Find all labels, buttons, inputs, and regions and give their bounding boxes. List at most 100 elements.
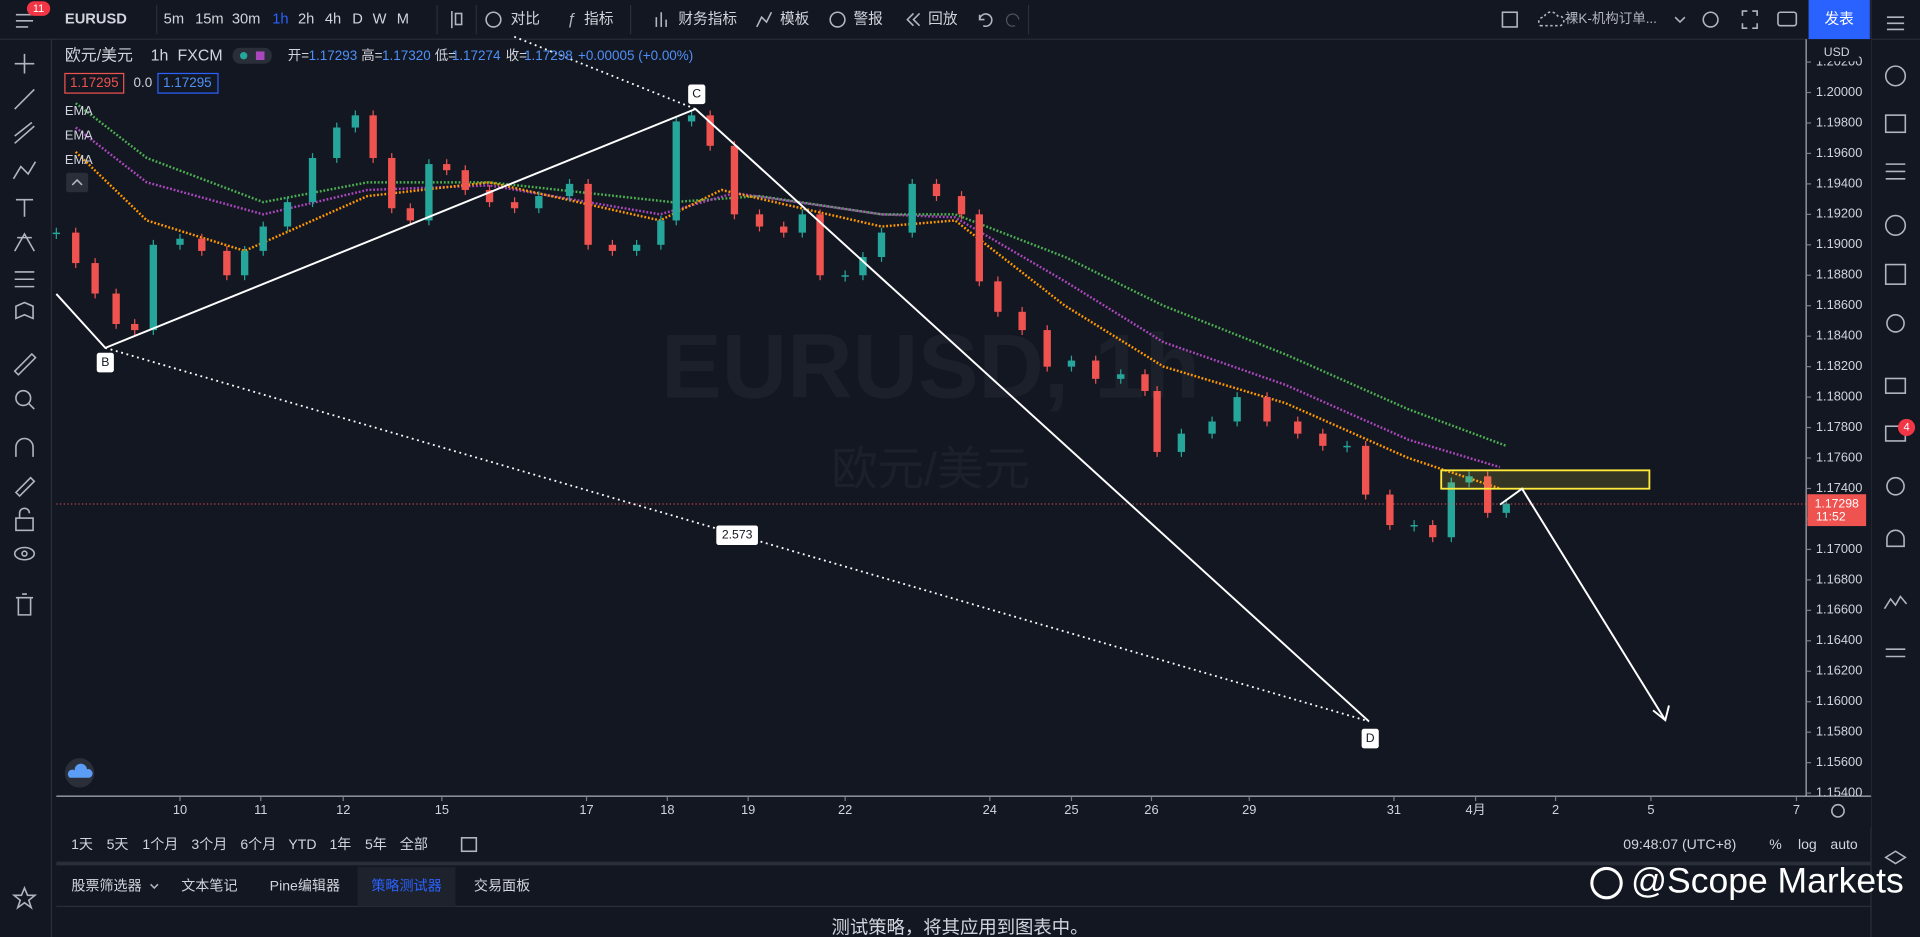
- financial-icon[interactable]: [655, 12, 667, 27]
- candle: [1141, 374, 1149, 392]
- layout-icon[interactable]: [1501, 11, 1518, 28]
- panel-tab[interactable]: Pine编辑器: [270, 877, 340, 893]
- countdown: 11:52: [1816, 510, 1846, 524]
- candle: [369, 115, 377, 158]
- panel-tab[interactable]: 文本笔记: [181, 877, 237, 893]
- template-icon[interactable]: [756, 11, 773, 28]
- scale-option[interactable]: auto: [1830, 836, 1858, 852]
- candle: [1117, 374, 1125, 379]
- interval[interactable]: 4h: [325, 11, 341, 27]
- range-button[interactable]: 1年: [329, 836, 351, 852]
- x-tick-label: 29: [1242, 802, 1256, 817]
- candle: [565, 183, 574, 197]
- scale-option[interactable]: log: [1798, 836, 1817, 852]
- drawing-tools[interactable]: [11, 53, 38, 910]
- currency-box: [1809, 44, 1859, 62]
- caret[interactable]: [1674, 16, 1686, 24]
- toolbar-button[interactable]: 财务指标: [678, 10, 737, 27]
- scale-option[interactable]: %: [1769, 836, 1782, 852]
- candle: [1319, 433, 1327, 446]
- interval[interactable]: M: [397, 11, 409, 27]
- fullscreen-icon[interactable]: [1741, 10, 1758, 29]
- ohlc-key: 高=: [361, 47, 382, 63]
- axis-settings[interactable]: [1831, 803, 1845, 818]
- collapse[interactable]: [66, 172, 89, 193]
- x-tick-label: 10: [173, 802, 187, 817]
- panel-tab[interactable]: 策略测试器: [371, 877, 441, 893]
- candle: [687, 115, 696, 122]
- candle: [1153, 391, 1161, 452]
- toolbar-button[interactable]: 回放: [928, 10, 958, 27]
- layout-name[interactable]: 裸K-机构订单...: [1565, 11, 1657, 26]
- replay-icon[interactable]: [912, 12, 921, 27]
- candle: [1092, 360, 1100, 379]
- toggle[interactable]: [232, 47, 272, 64]
- panel-tab[interactable]: 交易面板: [474, 877, 530, 893]
- alert-icon[interactable]: [829, 11, 846, 28]
- candle: [1361, 445, 1370, 495]
- badge-text: 4: [1903, 421, 1909, 433]
- bid-box[interactable]: [64, 72, 125, 94]
- range-button[interactable]: YTD: [288, 836, 316, 852]
- interval[interactable]: D: [352, 11, 363, 27]
- ema-line: [74, 151, 1501, 490]
- redo-icon[interactable]: [1005, 13, 1020, 27]
- candle: [994, 281, 1002, 312]
- projection-arrow[interactable]: [1499, 487, 1667, 721]
- toolbar-button[interactable]: 对比: [511, 10, 540, 27]
- toolbar-button[interactable]: 警报: [853, 10, 883, 27]
- point-label: B: [101, 355, 109, 369]
- candle: [755, 214, 764, 227]
- watermark: 欧元/美元: [831, 443, 1030, 495]
- range-button[interactable]: 1天: [71, 836, 93, 852]
- range-button[interactable]: 3个月: [191, 836, 227, 852]
- pattern-line[interactable]: [55, 107, 1370, 723]
- toolbar-button[interactable]: 指标: [584, 10, 614, 27]
- point-label-box: [688, 84, 706, 105]
- cloud-icon[interactable]: [1537, 11, 1565, 27]
- ask-box[interactable]: [157, 72, 219, 94]
- range-button[interactable]: 6个月: [240, 836, 276, 852]
- point-label-box: [1361, 728, 1379, 749]
- settings-icon[interactable]: [1702, 11, 1719, 28]
- candle: [1018, 311, 1026, 331]
- interval[interactable]: W: [373, 11, 387, 27]
- y-tick-label: 1.16200: [1816, 663, 1862, 678]
- interval[interactable]: 30m: [232, 11, 261, 27]
- camera-icon[interactable]: [1777, 11, 1798, 27]
- candle: [91, 263, 99, 294]
- replay-icon[interactable]: [906, 12, 915, 27]
- range-button[interactable]: 5年: [365, 836, 387, 852]
- toolbar-button[interactable]: 模板: [780, 9, 810, 27]
- y-tick-label: 1.17000: [1816, 541, 1862, 556]
- arrow-head[interactable]: [1652, 705, 1670, 722]
- goto-icon[interactable]: [460, 836, 478, 853]
- point-label: C: [692, 87, 701, 101]
- sidebar-icons[interactable]: [1883, 16, 1908, 865]
- indicator-label: EMA: [65, 103, 93, 118]
- interval[interactable]: 1h: [272, 11, 288, 27]
- y-tick-label: 1.17400: [1816, 480, 1862, 495]
- compare-icon[interactable]: [485, 11, 502, 28]
- pattern-dotted[interactable]: [105, 346, 1370, 723]
- symbol[interactable]: EURUSD: [65, 11, 127, 27]
- candle: [841, 275, 849, 277]
- candle: [1263, 397, 1271, 422]
- bar-type-icon[interactable]: [451, 11, 463, 29]
- interval[interactable]: 15m: [195, 11, 224, 27]
- price-tag-label: 1.17298: [1815, 496, 1859, 510]
- publish-button[interactable]: [1808, 0, 1870, 40]
- range-button[interactable]: 1个月: [142, 836, 178, 852]
- undo-icon[interactable]: [978, 13, 993, 28]
- panel-tab[interactable]: 股票筛选器: [71, 877, 141, 893]
- interval[interactable]: 2h: [298, 11, 314, 27]
- range-button[interactable]: 5天: [107, 836, 129, 852]
- zone[interactable]: [1440, 469, 1651, 490]
- range-button[interactable]: 全部: [400, 836, 428, 852]
- indicator-icon[interactable]: ƒ: [567, 11, 576, 28]
- toggle-mark: [255, 51, 265, 61]
- menu-icon[interactable]: [15, 13, 34, 28]
- publish-label[interactable]: 发表: [1824, 10, 1854, 27]
- interval[interactable]: 5m: [164, 11, 184, 27]
